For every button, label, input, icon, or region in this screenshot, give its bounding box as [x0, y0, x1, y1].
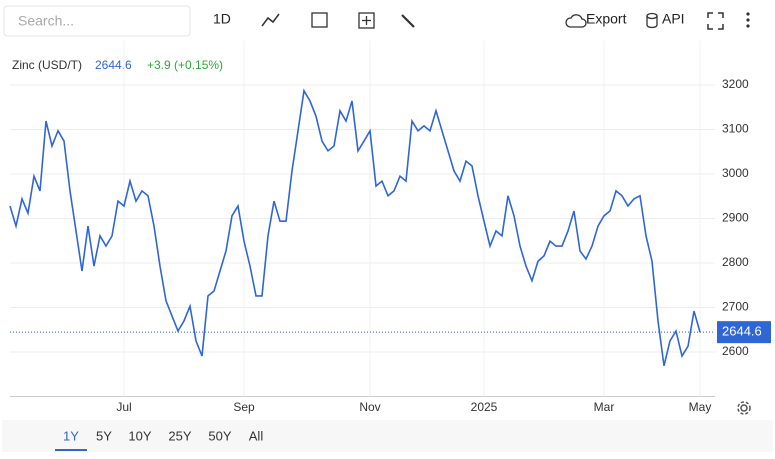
series-title: Zinc (USD/T) — [12, 58, 82, 72]
export-button[interactable]: Export — [586, 11, 627, 27]
y-tick-label: 3100 — [722, 122, 749, 136]
interval-button[interactable]: 1D — [213, 11, 231, 27]
range-button[interactable]: 10Y — [128, 428, 151, 443]
y-tick-label: 2800 — [722, 255, 749, 269]
x-tick-label: Sep — [233, 400, 255, 414]
last-price-box — [717, 321, 771, 344]
y-tick-label: 2600 — [722, 344, 749, 358]
last-value: 2644.6 — [95, 58, 132, 72]
fullscreen-icon[interactable] — [707, 12, 724, 30]
x-tick-label: 2025 — [471, 400, 498, 414]
x-tick-label: May — [689, 400, 712, 414]
search-placeholder: Search... — [18, 13, 74, 29]
tools-icon[interactable] — [401, 14, 415, 28]
calendar-icon[interactable] — [311, 12, 328, 28]
y-tick-label: 3000 — [722, 166, 749, 180]
price-line — [9, 88, 701, 366]
api-icon-body — [646, 16, 658, 29]
export-icon[interactable] — [565, 14, 587, 28]
search-box[interactable] — [3, 5, 191, 37]
x-tick-label: Jul — [116, 400, 131, 414]
range-selected-underline — [55, 449, 87, 451]
compare-icon[interactable] — [358, 12, 375, 29]
x-tick-label: Mar — [594, 400, 615, 414]
range-button[interactable]: 1Y — [63, 428, 79, 443]
range-button[interactable]: 5Y — [96, 428, 112, 443]
range-button[interactable]: 50Y — [208, 428, 231, 443]
settings-icon[interactable] — [737, 401, 751, 415]
chart-type-icon[interactable] — [261, 13, 280, 27]
y-tick-label: 3200 — [722, 77, 749, 91]
range-bar — [2, 420, 773, 452]
last-price-label: 2644.6 — [722, 324, 762, 339]
range-button[interactable]: All — [249, 428, 264, 443]
price-change: +3.9 (+0.15%) — [147, 58, 223, 72]
y-tick-label: 2700 — [722, 300, 749, 314]
api-button[interactable]: API — [662, 11, 685, 27]
menu-icon[interactable] — [746, 12, 750, 28]
range-button[interactable]: 25Y — [168, 428, 191, 443]
compare-plus — [362, 16, 371, 25]
x-tick-label: Nov — [359, 400, 380, 414]
y-tick-label: 2900 — [722, 211, 749, 225]
